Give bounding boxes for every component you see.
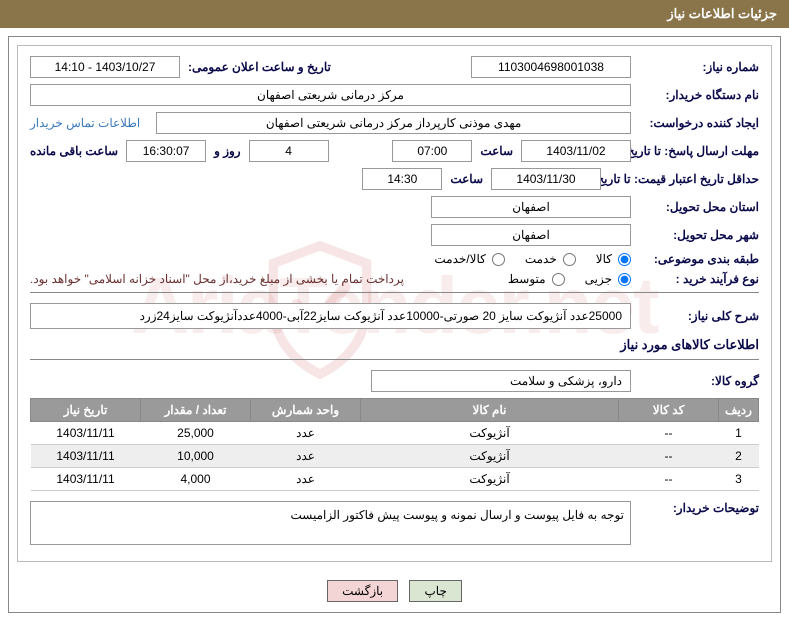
label-days-and: روز و [214,144,241,158]
table-cell: 1403/11/11 [31,422,141,445]
row-buyer-notes: توضیحات خریدار: توجه به فایل پیوست و ارس… [30,501,759,545]
field-need-desc: 25000عدد آنژیوکت سایز 20 صورتی-10000عدد … [30,303,631,329]
field-announce-datetime: 1403/10/27 - 14:10 [30,56,180,78]
label-buyer-notes: توضیحات خریدار: [639,501,759,515]
radio-label-kala: کالا [596,252,612,266]
label-announce-datetime: تاریخ و ساعت اعلان عمومی: [188,60,331,74]
field-buyer-notes: توجه به فایل پیوست و ارسال نمونه و پیوست… [30,501,631,545]
table-cell: آنژیوکت [361,468,619,491]
table-cell: 1 [719,422,759,445]
label-hour-2: ساعت [450,172,483,186]
table-cell: 2 [719,445,759,468]
radio-purchase-partial[interactable] [618,273,631,286]
row-price-validity: حداقل تاریخ اعتبار قیمت: تا تاریخ: 1403/… [30,168,759,190]
row-requester: ایجاد کننده درخواست: مهدی موذنی کارپرداز… [30,112,759,134]
radio-subject-group: کالا خدمت کالا/خدمت [420,252,631,266]
row-subject-class: طبقه بندی موضوعی: کالا خدمت کالا/خدمت [30,252,759,266]
label-requester: ایجاد کننده درخواست: [639,116,759,130]
radio-subject-both[interactable] [492,253,505,266]
table-cell: -- [619,445,719,468]
link-buyer-contact[interactable]: اطلاعات تماس خریدار [30,116,140,130]
radio-purchase-group: جزیی متوسط [494,272,631,286]
label-need-desc: شرح کلی نیاز: [639,309,759,323]
th-code: کد کالا [619,399,719,422]
row-goods-group: گروه کالا: دارو، پزشکی و سلامت [30,370,759,392]
field-goods-group: دارو، پزشکی و سلامت [371,370,631,392]
field-requester: مهدی موذنی کارپرداز مرکز درمانی شریعتی ا… [156,112,631,134]
label-need-number: شماره نیاز: [639,60,759,74]
label-buyer-org: نام دستگاه خریدار: [639,88,759,102]
th-qty: تعداد / مقدار [141,399,251,422]
field-remaining-time: 16:30:07 [126,140,206,162]
table-cell: 4,000 [141,468,251,491]
label-goods-group: گروه کالا: [639,374,759,388]
row-response-deadline: مهلت ارسال پاسخ: تا تاریخ: 1403/11/02 سا… [30,140,759,162]
row-purchase-type: نوع فرآیند خرید : جزیی متوسط پرداخت تمام… [30,272,759,286]
row-need-desc: شرح کلی نیاز: 25000عدد آنژیوکت سایز 20 ص… [30,303,759,329]
section-goods-info: اطلاعات کالاهای مورد نیاز [30,337,759,353]
th-unit: واحد شمارش [251,399,361,422]
row-city: شهر محل تحویل: اصفهان [30,224,759,246]
field-response-time: 07:00 [392,140,472,162]
table-row: 1--آنژیوکتعدد25,0001403/11/11 [31,422,759,445]
radio-subject-kala[interactable] [618,253,631,266]
table-row: 3--آنژیوکتعدد4,0001403/11/11 [31,468,759,491]
table-cell: -- [619,422,719,445]
table-cell: -- [619,468,719,491]
row-need-number: شماره نیاز: 1103004698001038 تاریخ و ساع… [30,56,759,78]
label-remaining: ساعت باقی مانده [30,144,118,158]
field-response-date: 1403/11/02 [521,140,631,162]
table-row: 2--آنژیوکتعدد10,0001403/11/11 [31,445,759,468]
divider-2 [30,359,759,360]
table-cell: 1403/11/11 [31,445,141,468]
page-title-bar: جزئیات اطلاعات نیاز [0,0,789,28]
label-hour-1: ساعت [480,144,513,158]
label-province: استان محل تحویل: [639,200,759,214]
field-province: اصفهان [431,196,631,218]
table-cell: 3 [719,468,759,491]
table-cell: آنژیوکت [361,422,619,445]
row-buyer-org: نام دستگاه خریدار: مرکز درمانی شریعتی اص… [30,84,759,106]
radio-subject-khadamat[interactable] [563,253,576,266]
payment-note: پرداخت تمام یا بخشی از مبلغ خرید،از محل … [30,272,404,286]
label-purchase-type: نوع فرآیند خرید : [639,272,759,286]
th-name: نام کالا [361,399,619,422]
row-province: استان محل تحویل: اصفهان [30,196,759,218]
label-city: شهر محل تحویل: [639,228,759,242]
divider-1 [30,292,759,293]
field-buyer-org: مرکز درمانی شریعتی اصفهان [30,84,631,106]
table-cell: عدد [251,468,361,491]
field-price-validity-date: 1403/11/30 [491,168,601,190]
radio-label-both: کالا/خدمت [434,252,485,266]
field-price-validity-time: 14:30 [362,168,442,190]
back-button[interactable]: بازگشت [327,580,398,602]
table-cell: عدد [251,445,361,468]
radio-purchase-medium[interactable] [552,273,565,286]
field-need-number: 1103004698001038 [471,56,631,78]
goods-table: ردیف کد کالا نام کالا واحد شمارش تعداد /… [30,398,759,491]
radio-label-medium: متوسط [508,272,546,286]
table-cell: 1403/11/11 [31,468,141,491]
table-cell: عدد [251,422,361,445]
page-title: جزئیات اطلاعات نیاز [667,6,777,21]
outer-container: شماره نیاز: 1103004698001038 تاریخ و ساع… [8,36,781,613]
th-row-num: ردیف [719,399,759,422]
radio-label-khadamat: خدمت [525,252,557,266]
th-date: تاریخ نیاز [31,399,141,422]
field-city: اصفهان [431,224,631,246]
button-row: چاپ بازگشت [9,570,780,612]
print-button[interactable]: چاپ [409,580,461,602]
table-cell: 25,000 [141,422,251,445]
label-response-deadline: مهلت ارسال پاسخ: تا تاریخ: [639,144,759,158]
table-cell: 10,000 [141,445,251,468]
radio-label-partial: جزیی [585,272,612,286]
label-price-validity: حداقل تاریخ اعتبار قیمت: تا تاریخ: [609,172,759,186]
table-header-row: ردیف کد کالا نام کالا واحد شمارش تعداد /… [31,399,759,422]
label-subject-class: طبقه بندی موضوعی: [639,252,759,266]
form-container: شماره نیاز: 1103004698001038 تاریخ و ساع… [17,45,772,562]
table-cell: آنژیوکت [361,445,619,468]
field-remaining-days: 4 [249,140,329,162]
